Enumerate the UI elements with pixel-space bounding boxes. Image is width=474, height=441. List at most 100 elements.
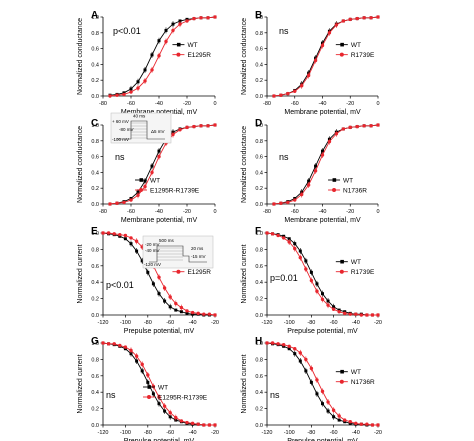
y-tick-label: 0.8 xyxy=(255,357,263,363)
data-point xyxy=(304,267,308,271)
data-point xyxy=(150,170,154,175)
data-point xyxy=(146,373,150,377)
data-point xyxy=(365,313,369,317)
x-tick-label: -40 xyxy=(189,430,197,436)
x-tick-label: -60 xyxy=(166,430,174,436)
data-point xyxy=(293,246,297,251)
data-point xyxy=(337,310,341,314)
panel-letter: H xyxy=(255,336,262,347)
data-point xyxy=(341,19,346,23)
y-tick-label: 0.4 xyxy=(255,390,263,396)
data-point xyxy=(272,202,276,206)
data-point xyxy=(106,231,111,235)
y-tick-label: 0.2 xyxy=(91,186,99,192)
x-tick-label: -60 xyxy=(127,209,135,215)
y-axis-title: Normalized current xyxy=(77,244,84,303)
data-point xyxy=(315,282,319,286)
y-tick-label: 0.4 xyxy=(91,62,99,68)
data-point xyxy=(136,86,140,90)
y-tick-label: 0.0 xyxy=(255,423,263,429)
legend-label: WT xyxy=(351,369,361,376)
data-point xyxy=(362,16,366,20)
y-tick-label: 0.8 xyxy=(91,247,99,253)
data-point xyxy=(370,423,375,427)
data-point xyxy=(122,92,126,97)
data-point xyxy=(309,278,314,283)
data-point xyxy=(115,201,119,205)
significance-label: ns xyxy=(115,152,125,162)
inset-label: -120 mV xyxy=(144,262,161,267)
panel-letter: F xyxy=(255,226,261,237)
data-point xyxy=(196,311,200,316)
data-point xyxy=(369,16,373,20)
data-point xyxy=(279,93,283,97)
inset-label: -15 mV xyxy=(191,254,206,259)
inset-label: + 60 mV xyxy=(112,119,129,124)
y-tick-label: 0.6 xyxy=(91,374,99,380)
x-tick-label: -80 xyxy=(307,430,315,436)
data-point xyxy=(123,233,128,238)
legend-marker xyxy=(340,42,344,47)
x-tick-label: -80 xyxy=(144,320,152,326)
data-point xyxy=(332,415,336,419)
legend-label: E1295R xyxy=(187,52,211,59)
y-axis-title: Normalized current xyxy=(241,354,248,413)
x-axis-title: Membrane potential, mV xyxy=(121,217,198,224)
y-tick-label: 0.0 xyxy=(91,313,99,319)
data-point xyxy=(140,362,144,367)
x-axis-title: Prepulse potential, mV xyxy=(287,328,358,335)
data-point xyxy=(146,270,150,274)
data-point xyxy=(185,19,189,23)
data-point xyxy=(298,359,302,363)
data-point xyxy=(143,184,147,189)
data-point xyxy=(281,236,286,240)
data-point xyxy=(299,84,304,88)
legend-marker xyxy=(332,188,337,192)
panel-letter: D xyxy=(255,118,262,129)
data-point xyxy=(162,404,167,408)
inset-waveform xyxy=(117,120,165,140)
data-point xyxy=(343,418,347,422)
legend-label: WT xyxy=(187,42,197,49)
series-r1739e xyxy=(272,15,380,98)
x-axis-title: Membrane potential, mV xyxy=(284,217,361,224)
data-point xyxy=(150,53,154,57)
y-tick-label: 0.6 xyxy=(91,264,99,270)
data-point xyxy=(171,22,175,26)
x-tick-label: -60 xyxy=(166,320,174,326)
data-point xyxy=(171,132,175,137)
data-point xyxy=(270,232,275,236)
x-tick-label: -80 xyxy=(144,430,152,436)
data-point xyxy=(179,305,184,310)
data-point xyxy=(320,153,325,157)
data-point xyxy=(164,39,168,44)
data-point xyxy=(178,19,182,23)
data-point xyxy=(118,343,122,348)
significance-label: ns xyxy=(270,390,280,400)
data-point xyxy=(287,237,291,241)
data-point xyxy=(334,23,339,27)
data-point xyxy=(123,237,127,241)
x-tick-label: -80 xyxy=(307,320,315,326)
inset-label: 20 ms xyxy=(191,246,204,251)
x-tick-label: -60 xyxy=(127,101,135,107)
data-point xyxy=(163,299,167,303)
significance-label: p<0.01 xyxy=(113,26,141,36)
data-point xyxy=(174,308,178,312)
data-point xyxy=(369,124,373,128)
data-point xyxy=(304,259,308,263)
data-point xyxy=(354,312,358,316)
data-point xyxy=(321,292,324,296)
x-tick-label: -120 xyxy=(97,430,108,436)
data-point xyxy=(307,179,311,183)
x-tick-label: -80 xyxy=(263,209,271,215)
data-point xyxy=(365,422,369,426)
series-n1736r xyxy=(272,123,380,206)
data-point xyxy=(171,28,175,33)
data-point xyxy=(348,420,352,424)
x-tick-label: -20 xyxy=(211,320,219,326)
y-tick-label: 0.0 xyxy=(255,94,263,100)
data-point xyxy=(376,423,380,427)
data-point xyxy=(168,415,172,419)
